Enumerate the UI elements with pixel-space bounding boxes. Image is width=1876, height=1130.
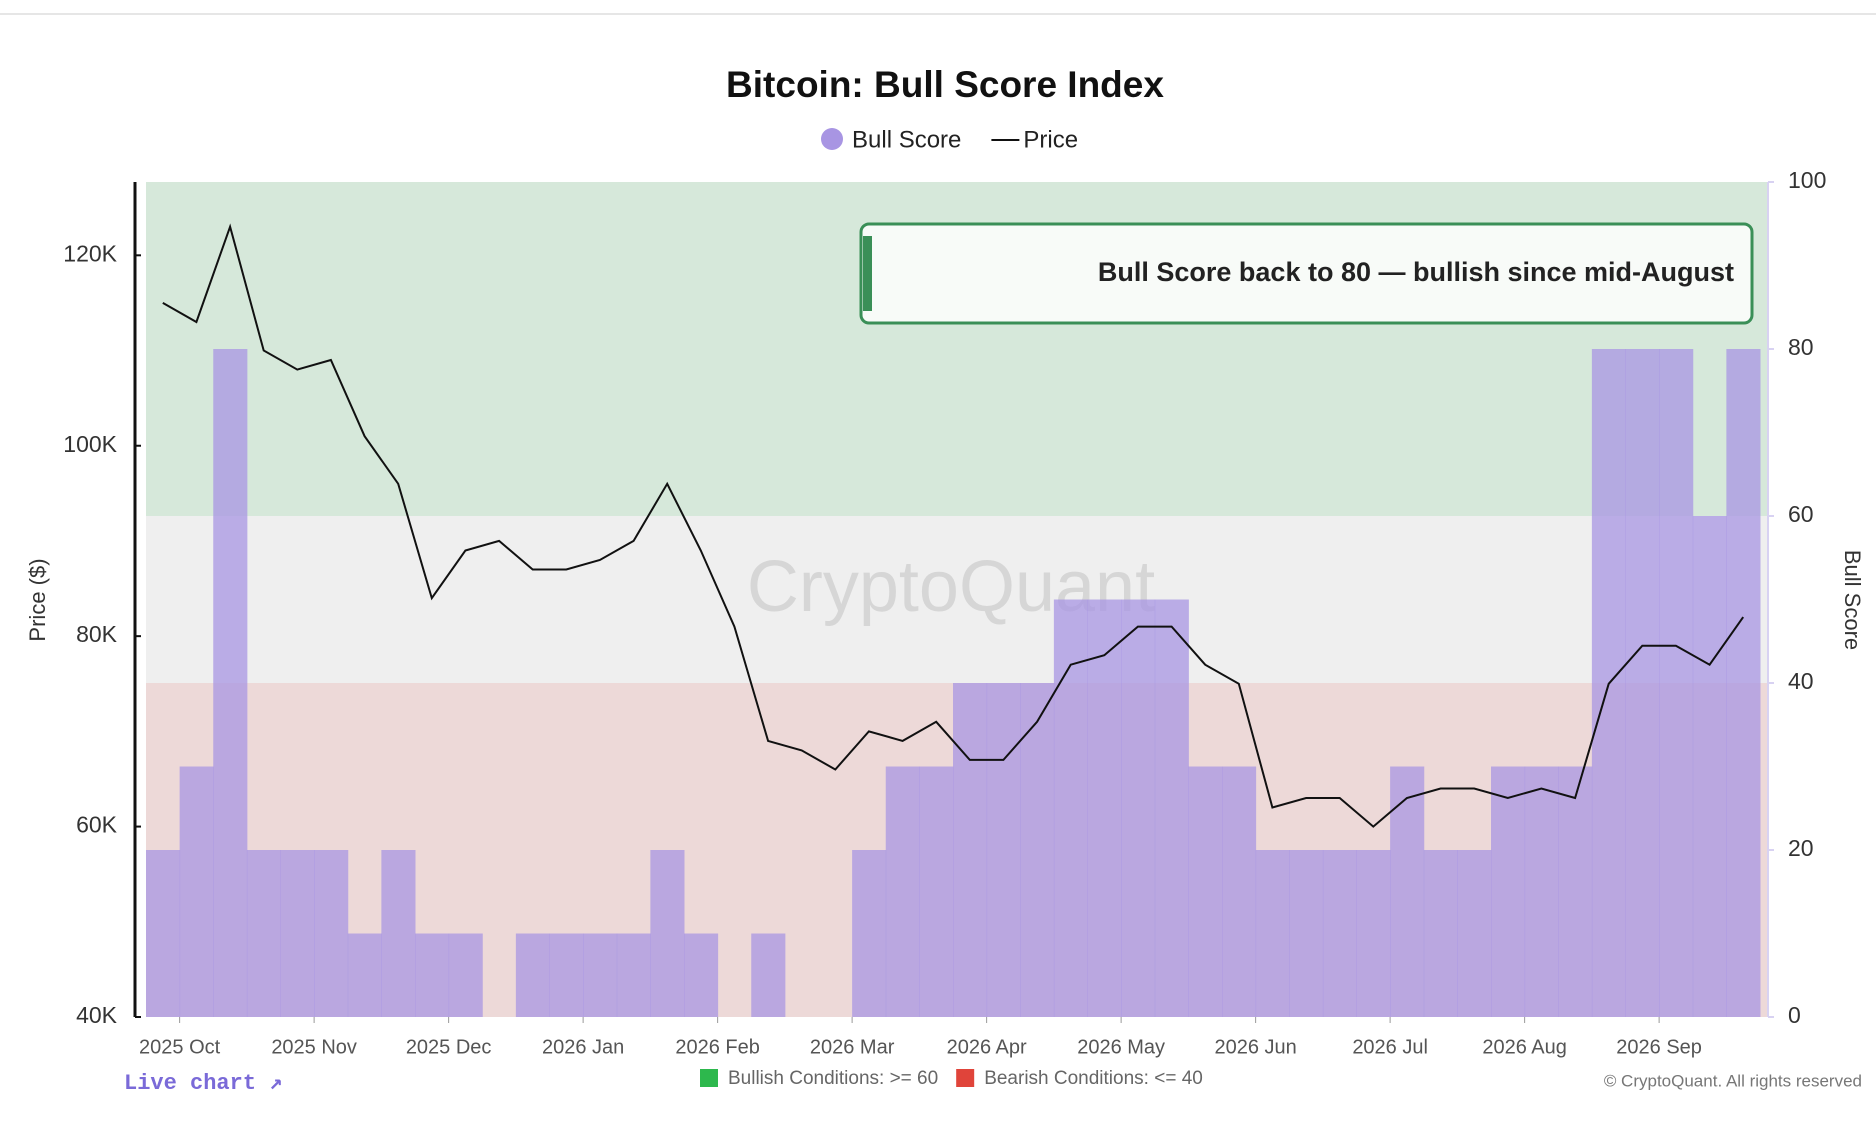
bull-score-step [1524, 766, 1559, 1017]
bull-score-step [549, 933, 584, 1017]
x-tick-label: 2026 Jun [1214, 1036, 1296, 1058]
bull-score-step [650, 850, 685, 1017]
bull-score-step [1154, 599, 1189, 1017]
y2-tick-label: 40 [1788, 668, 1814, 694]
legend-label: Bull Score [852, 126, 961, 153]
bull-score-step [1423, 850, 1458, 1017]
bull-score-step [246, 850, 281, 1017]
bull-score-step [1087, 599, 1122, 1017]
y2-tick-label: 100 [1788, 167, 1826, 193]
bull-score-step [885, 766, 920, 1017]
bull-score-step [1356, 850, 1391, 1017]
bull-score-step [684, 933, 719, 1017]
chart-title: Bitcoin: Bull Score Index [726, 64, 1164, 105]
y2-tick-label: 60 [1788, 501, 1814, 527]
y2-tick-label: 0 [1788, 1002, 1801, 1028]
bull-score-step [1726, 349, 1761, 1017]
bull-score-step [986, 683, 1021, 1017]
bull-score-step [1255, 850, 1290, 1017]
y2-axis-title: Bull Score [1840, 550, 1865, 650]
band-legend-swatch [956, 1069, 975, 1087]
bull-score-step [1457, 850, 1492, 1017]
y2-tick-label: 20 [1788, 835, 1814, 861]
x-tick-label: 2025 Oct [139, 1036, 221, 1058]
bull-score-step [1390, 766, 1425, 1017]
bull-score-step [1222, 766, 1257, 1017]
bull-score-step [1558, 766, 1593, 1017]
bull-score-step [381, 850, 416, 1017]
x-tick-label: 2026 Apr [947, 1036, 1027, 1058]
bull-score-step [583, 933, 618, 1017]
bull-score-step [146, 850, 181, 1017]
annotation-accent [863, 236, 872, 311]
bull-score-step [1289, 850, 1324, 1017]
bull-score-step [751, 933, 786, 1017]
bull-score-step [448, 933, 483, 1017]
live-chart-link[interactable]: Live chart ↗ [124, 1071, 282, 1096]
x-tick-label: 2026 Aug [1482, 1036, 1567, 1058]
y-tick-label: 80K [76, 621, 118, 647]
bull-score-step [616, 933, 651, 1017]
y-tick-label: 40K [76, 1002, 118, 1028]
bull-score-step [852, 850, 887, 1017]
annotation-text: Bull Score back to 80 — bullish since mi… [1098, 257, 1734, 287]
x-tick-label: 2026 May [1077, 1036, 1165, 1058]
bull-score-step [1121, 599, 1156, 1017]
y-tick-label: 120K [63, 240, 117, 266]
bull-score-step [919, 766, 954, 1017]
bull-score-step [1625, 349, 1660, 1017]
bull-score-step [415, 933, 450, 1017]
x-tick-label: 2026 Mar [810, 1036, 895, 1058]
bull-score-step [515, 933, 550, 1017]
y-tick-label: 100K [63, 431, 117, 457]
bull-score-step [280, 850, 315, 1017]
bull-score-step [213, 349, 248, 1017]
bull-score-step [1322, 850, 1357, 1017]
bull-score-step [1659, 349, 1694, 1017]
x-tick-label: 2026 Jul [1352, 1036, 1428, 1058]
bull-score-step [1692, 516, 1727, 1017]
bull-score-step [1188, 766, 1223, 1017]
bull-score-step [1053, 599, 1088, 1017]
x-tick-label: 2025 Dec [406, 1036, 492, 1058]
bull-score-step [953, 683, 988, 1017]
bull-score-step [1020, 683, 1055, 1017]
copyright: © CryptoQuant. All rights reserved [1604, 1071, 1862, 1090]
bull-score-step [314, 850, 349, 1017]
band-legend-swatch [700, 1069, 718, 1087]
bull-score-step [1491, 766, 1526, 1017]
y-tick-label: 60K [76, 812, 118, 838]
bull-score-step [179, 766, 214, 1017]
annotation-box [859, 222, 1754, 325]
band-legend-label: Bearish Conditions: <= 40 [984, 1068, 1203, 1089]
y-axis-title: Price ($) [25, 558, 50, 641]
price-line [162, 223, 1745, 828]
x-tick-label: 2026 Sep [1616, 1036, 1702, 1058]
legend-swatch [821, 128, 843, 150]
bull-score-step [347, 933, 382, 1017]
x-tick-label: 2025 Nov [271, 1036, 357, 1058]
band-legend-label: Bullish Conditions: >= 60 [728, 1068, 938, 1089]
x-tick-label: 2026 Jan [542, 1036, 624, 1058]
y2-tick-label: 80 [1788, 334, 1814, 360]
legend-label: Price [1023, 126, 1078, 153]
x-tick-label: 2026 Feb [675, 1036, 760, 1058]
